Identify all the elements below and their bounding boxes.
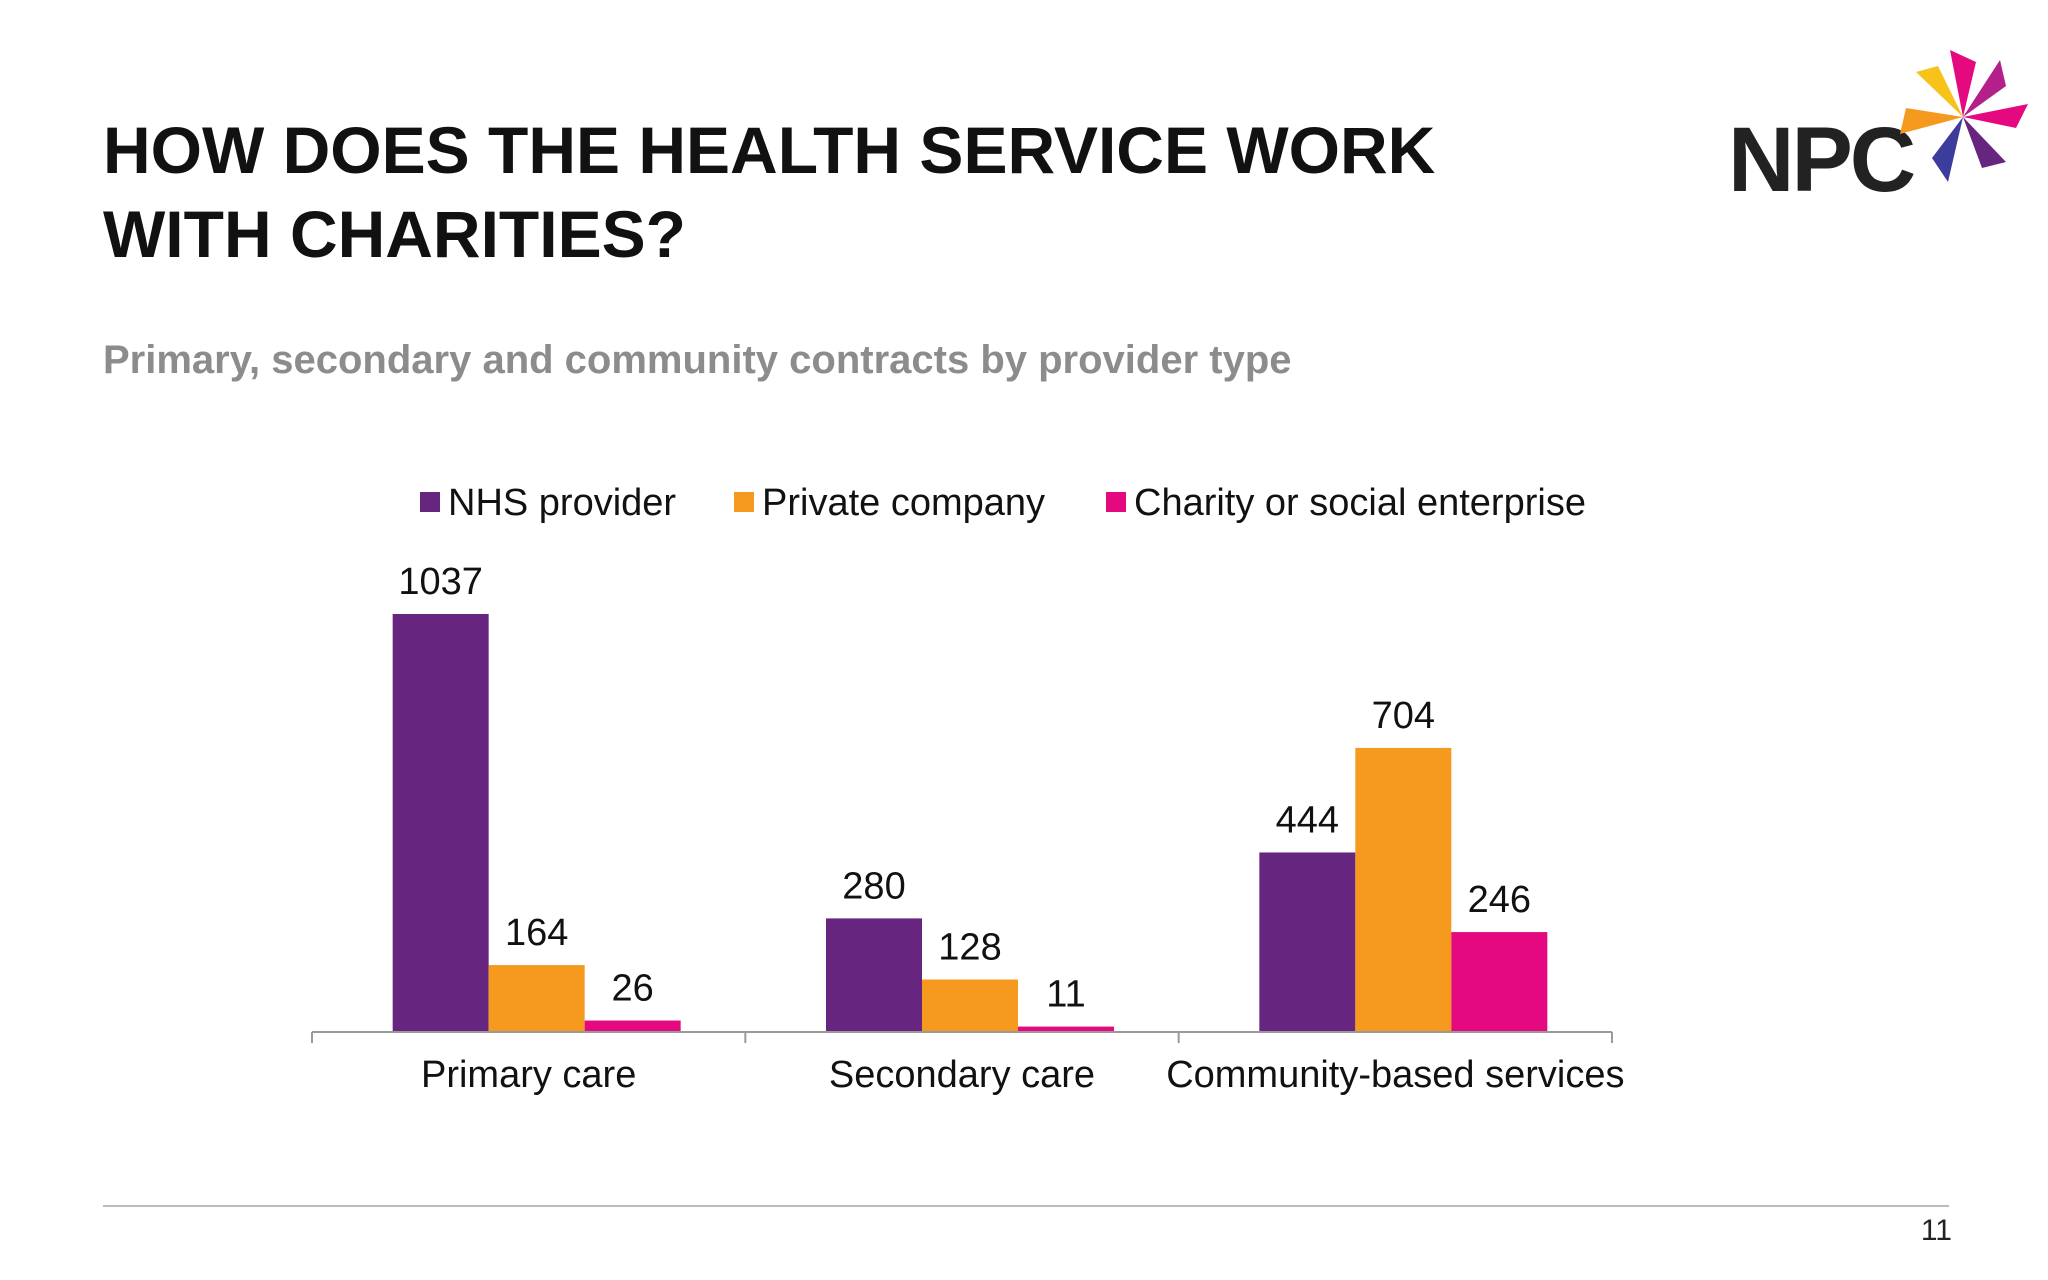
npc-logo: NPC <box>1718 42 2038 222</box>
data-label-2-2: 246 <box>1468 879 1531 921</box>
bar-0-1 <box>488 965 585 1031</box>
category-label-1: Secondary care <box>829 1054 1095 1096</box>
bar-1-0 <box>826 918 922 1031</box>
legend-swatch-2 <box>1106 492 1126 512</box>
bar-0-0 <box>392 614 489 1031</box>
legend-swatch-1 <box>734 492 754 512</box>
category-label-2: Community-based services <box>1166 1054 1624 1096</box>
bar-0-2 <box>584 1020 681 1031</box>
bar-2-1 <box>1355 747 1452 1031</box>
slide-title-line-1: HOW DOES THE HEALTH SERVICE WORK <box>103 113 1436 187</box>
data-label-1-1: 128 <box>938 927 1001 969</box>
legend-label-0: NHS provider <box>448 482 676 524</box>
data-label-2-0: 444 <box>1276 799 1339 841</box>
slide-title: HOW DOES THE HEALTH SERVICE WORK WITH CH… <box>103 108 1583 276</box>
data-label-1-0: 280 <box>842 865 905 907</box>
bar-1-2 <box>1018 1026 1114 1031</box>
data-label-1-2: 11 <box>1046 974 1085 1016</box>
legend-swatch-0 <box>420 492 440 512</box>
legend-label-2: Charity or social enterprise <box>1134 482 1586 524</box>
category-label-0: Primary care <box>421 1054 636 1096</box>
data-label-0-0: 1037 <box>398 561 483 603</box>
logo-text: NPC <box>1728 109 1916 211</box>
slide-title-line-2: WITH CHARITIES? <box>103 197 686 271</box>
legend-label-1: Private company <box>762 482 1045 524</box>
star-burst-icon <box>1900 50 2028 182</box>
bar-2-0 <box>1259 852 1356 1031</box>
data-label-0-1: 164 <box>505 912 568 954</box>
data-label-2-1: 704 <box>1372 695 1435 737</box>
bar-chart: NHS provider Private company Charity or so… <box>311 482 1624 1096</box>
bar-1-1 <box>922 979 1018 1031</box>
data-label-0-2: 26 <box>612 968 654 1010</box>
footer-divider <box>103 1205 1949 1207</box>
page-number: 11 <box>1920 1214 1952 1247</box>
bar-2-2 <box>1451 932 1548 1031</box>
chart-subtitle: Primary, secondary and community contrac… <box>103 338 1292 382</box>
